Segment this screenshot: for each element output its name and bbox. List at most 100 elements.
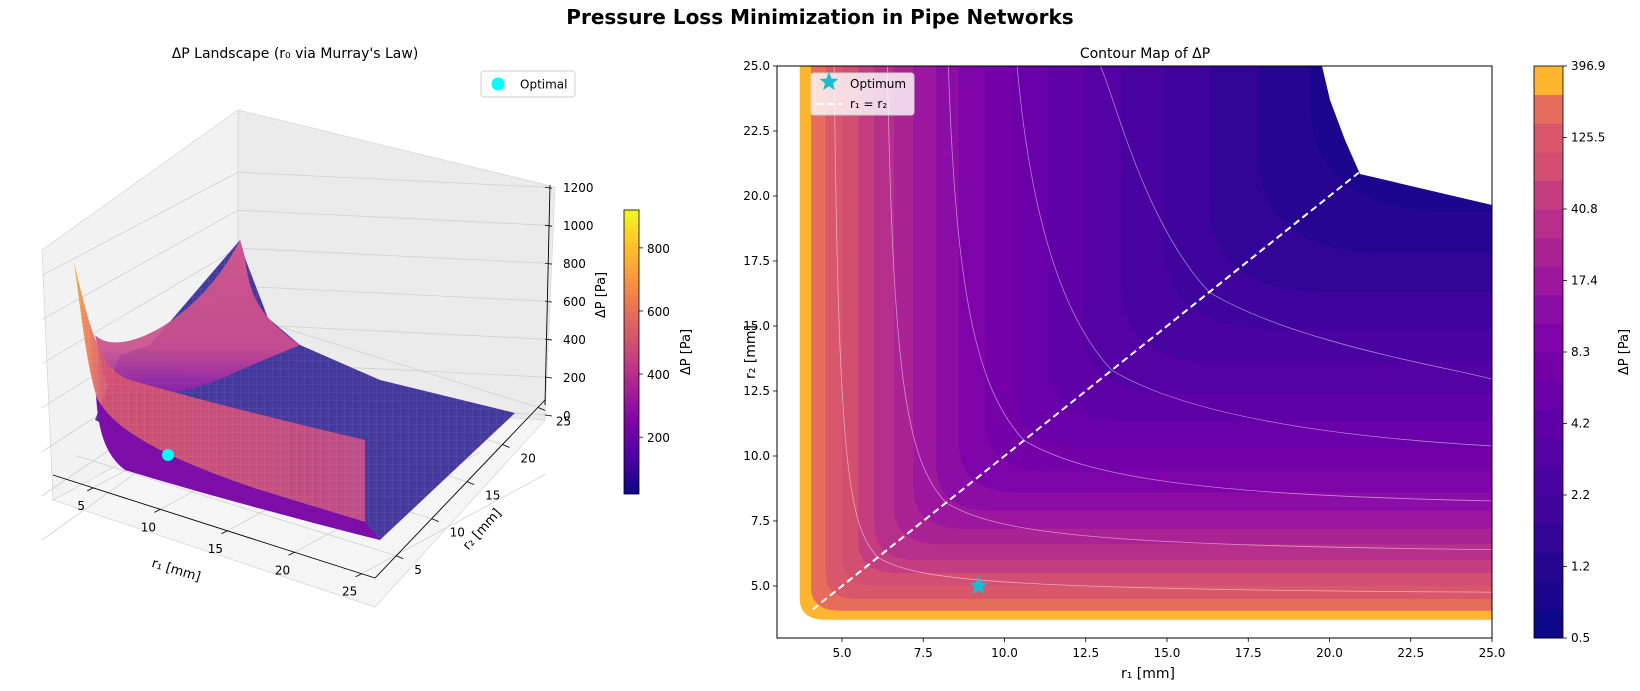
y-tick-label: 20.0 <box>743 189 770 203</box>
z-tick-label: 1200 <box>563 181 594 195</box>
colorbar-label: ΔP [Pa] <box>1617 329 1632 375</box>
grid-line-z <box>237 209 546 226</box>
x-tick-label: 15.0 <box>1154 646 1181 660</box>
y-tick-label: 17.5 <box>743 254 770 268</box>
colorbar-band <box>1534 123 1563 153</box>
r1-equals-r2-line <box>812 171 1360 611</box>
colorbar-band <box>1534 409 1563 439</box>
contour-y-axis-label: r₂ [mm] <box>743 325 759 379</box>
y-tick-label: 5.0 <box>751 579 770 593</box>
z-tick <box>544 300 553 303</box>
z-tick-label: 400 <box>563 333 586 347</box>
colorbar-bands <box>1534 66 1563 639</box>
grid-line-z-left <box>41 171 239 276</box>
contour-plot: Contour Map of ΔP 5.0 7.5 10.0 12.5 15.0 17.5… <box>743 46 1632 682</box>
colorbar-band <box>1534 294 1563 324</box>
x-tick-label: 25 <box>342 585 357 599</box>
y-tick-label: 5 <box>414 563 422 577</box>
colorbar-gradient <box>623 209 640 495</box>
z-tick <box>544 186 553 189</box>
surface-front-base <box>96 395 380 540</box>
x-tick <box>221 530 228 535</box>
grid-line-z <box>237 323 546 340</box>
x-tick-label: 5 <box>77 499 85 513</box>
colorbar-tick-label: 40.8 <box>1571 202 1598 216</box>
colorbar-tick-label: 396.9 <box>1571 59 1605 73</box>
colorbar-tick-label: 600 <box>647 305 670 319</box>
y-tick <box>466 481 475 485</box>
colorbar-band <box>1534 66 1563 96</box>
legend-optimal-marker <box>491 77 505 91</box>
grid-line-z-left <box>41 247 239 364</box>
z-tick-label: 0 <box>563 409 571 423</box>
colorbar-tick-label: 200 <box>647 431 670 445</box>
z-tick <box>544 338 553 341</box>
contour-x-axis-label: r₁ [mm] <box>1121 666 1175 682</box>
surface-legend: Optimal <box>480 70 576 98</box>
legend-box <box>480 70 576 98</box>
y-tick <box>502 444 510 448</box>
z-tick-label: 800 <box>563 257 586 271</box>
x-tick-label: 15 <box>208 542 223 556</box>
colorbar-tick-labels: 0.5 1.2 2.2 4.2 8.3 17.4 40.8 125.5 396.9 <box>1563 59 1605 645</box>
z-axis-label: ΔP [Pa] <box>594 272 609 318</box>
grid-line-y <box>76 455 397 557</box>
x-tick-label: 17.5 <box>1235 646 1262 660</box>
contour-line <box>833 66 1492 593</box>
colorbar-band <box>1534 523 1563 553</box>
x-tick-label: 10.0 <box>991 646 1018 660</box>
x-tick-label: 12.5 <box>1072 646 1099 660</box>
z-tick-label: 200 <box>563 371 586 385</box>
legend-optimum-star-icon <box>819 72 839 91</box>
colorbar-tick-label: 8.3 <box>1571 345 1590 359</box>
undefined-region <box>1322 66 1492 205</box>
colorbar-tick-label: 400 <box>647 368 670 382</box>
y-tick-label: 15.0 <box>743 319 770 333</box>
y-tick <box>396 555 404 560</box>
z-axis-line <box>544 184 551 406</box>
colorbar-band <box>1534 266 1563 296</box>
y-tick-label: 20 <box>521 452 536 466</box>
colorbar-ticks: 200 400 600 800 <box>639 242 670 445</box>
x-tick-label: 20 <box>275 563 290 577</box>
contour-axes-frame <box>776 65 1493 639</box>
colorbar-band <box>1534 94 1563 124</box>
colorbar-band <box>1534 323 1563 353</box>
x-tick <box>288 551 295 556</box>
legend-optimum-label: Optimum <box>850 77 906 91</box>
colorbar-band <box>1534 552 1563 582</box>
z-tick-label: 600 <box>563 295 586 309</box>
colorbar-tick-label: 1.2 <box>1571 560 1590 574</box>
surface-front-wall-mesh <box>74 262 365 522</box>
grid-line-z <box>237 285 546 302</box>
x-tick <box>355 573 362 578</box>
colorbar-band <box>1534 580 1563 610</box>
x-tick <box>87 487 94 492</box>
colorbar-tick-label: 0.5 <box>1571 631 1590 645</box>
x-tick-label: 10 <box>141 520 156 534</box>
y-axis-line <box>374 399 546 579</box>
y-tick-label: 15 <box>485 489 500 503</box>
colorbar-tick-label: 800 <box>647 242 670 256</box>
colorbar-band <box>1534 151 1563 181</box>
z-tick <box>544 262 553 265</box>
colorbar-tick-label: 17.4 <box>1571 274 1598 288</box>
x-tick-label: 20.0 <box>1316 646 1343 660</box>
legend-optimal-label: Optimal <box>520 78 567 92</box>
y-tick-label: 7.5 <box>751 514 770 528</box>
colorbar-tick-label: 4.2 <box>1571 417 1590 431</box>
y-tick-label: 12.5 <box>743 384 770 398</box>
contour-tick-labels: 5.0 7.5 10.0 12.5 15.0 17.5 20.0 22.5 25.0 5.0 7.5… <box>743 59 1505 660</box>
y-tick-label: 22.5 <box>743 124 770 138</box>
grid-line-x <box>361 473 547 575</box>
legend-diagonal-label: r₁ = r₂ <box>850 97 887 111</box>
optimal-point-marker <box>162 449 174 461</box>
contour-legend: Optimum r₁ = r₂ <box>810 72 915 116</box>
y-tick <box>537 407 546 411</box>
z-tick <box>544 224 553 227</box>
colorbar-band <box>1534 609 1563 639</box>
colorbar-band <box>1534 352 1563 382</box>
x-tick-label: 22.5 <box>1397 646 1424 660</box>
y-tick-label: 25.0 <box>743 59 770 73</box>
